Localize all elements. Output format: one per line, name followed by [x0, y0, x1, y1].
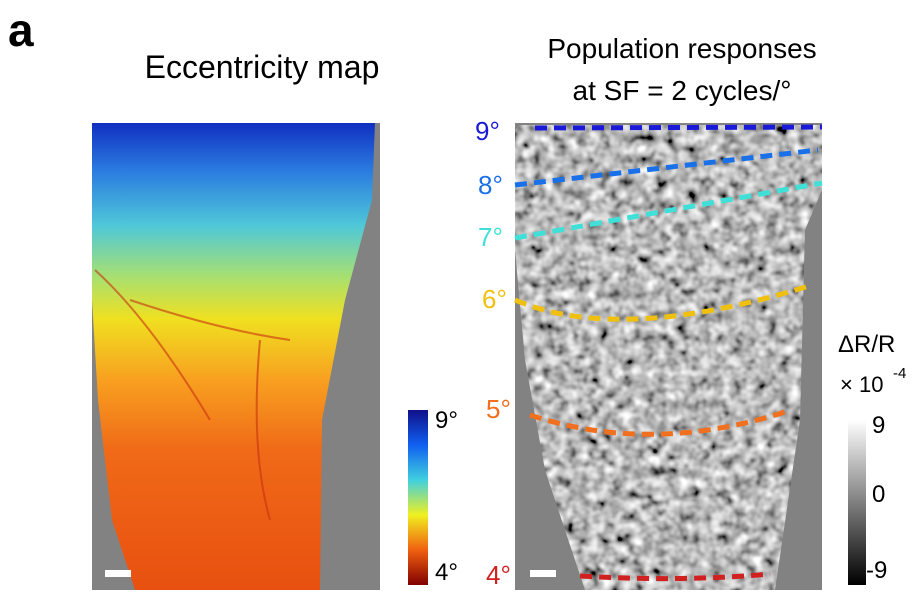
eccentricity-map	[92, 123, 375, 590]
contour-label: 6°	[482, 284, 507, 314]
colorbar-tick-label: 9	[872, 412, 885, 439]
colorbar-exponent: -4	[893, 365, 906, 382]
colorbar-label: 9°	[435, 407, 458, 434]
contour-label: 5°	[486, 394, 511, 424]
contours	[514, 124, 823, 582]
contour-line	[534, 124, 823, 131]
contour-line	[514, 282, 813, 322]
colorbar	[848, 420, 866, 585]
scale-bar	[530, 570, 556, 577]
vessels	[94, 269, 291, 521]
colorbar-label: 4°	[435, 559, 458, 586]
response-texture	[515, 125, 822, 590]
contour-label: 7°	[478, 222, 503, 252]
contour-labels: 9° 8° 7° 6° 5° 4°	[475, 116, 511, 590]
contour-label: 8°	[478, 170, 503, 200]
colorbar	[408, 410, 428, 585]
response-map	[515, 125, 822, 590]
contour-label: 4°	[486, 560, 511, 590]
scale-bar	[105, 570, 131, 577]
colorbar-tick-label: 0	[872, 481, 885, 508]
panel-title: at SF = 2 cycles/°	[573, 75, 792, 106]
contour-label: 9°	[475, 116, 500, 146]
panel-label: a	[8, 4, 34, 56]
colorbar-title: ΔR/R	[838, 331, 895, 358]
contour-line	[579, 571, 771, 582]
colorbar-scale: × 10	[840, 372, 883, 397]
colorbar-tick-label: -9	[866, 557, 887, 584]
panel-title: Population responses	[547, 33, 816, 64]
contour-line	[514, 180, 823, 241]
contour-line	[529, 409, 786, 437]
panel-title: Eccentricity map	[145, 49, 380, 85]
contour-line	[514, 147, 819, 188]
